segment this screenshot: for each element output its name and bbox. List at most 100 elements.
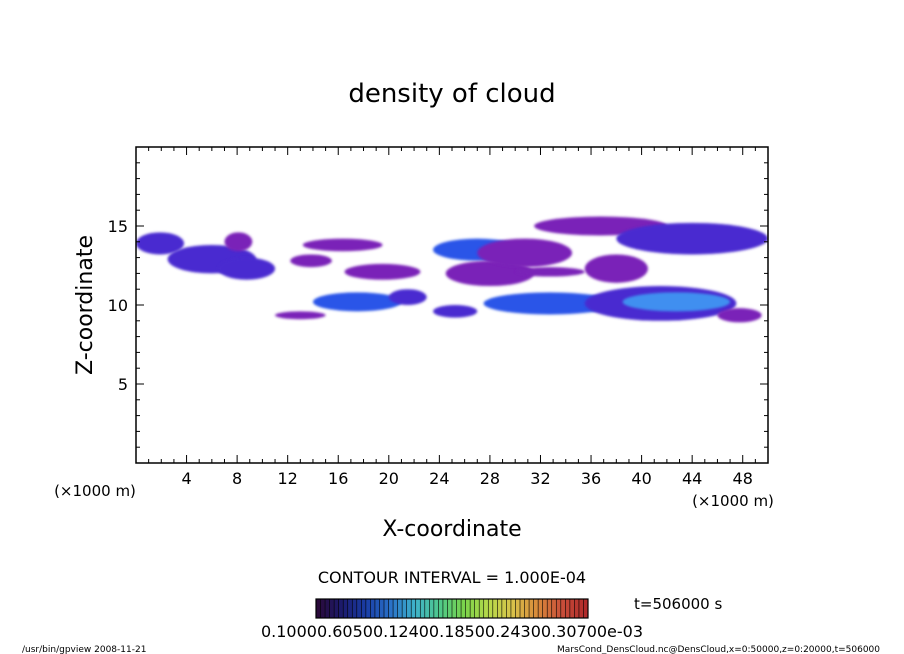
colorbar-cell [415,599,421,618]
colorbar-tick-labels: 0.10000.60500.12400.18500.24300.30700e-0… [261,622,643,641]
colorbar-cell [520,599,525,618]
colorbar-cell [370,599,376,618]
y-unit-label: (×1000 m) [54,482,136,500]
cloud-region-12 [515,267,585,277]
x-tick-label: 24 [429,469,449,488]
axis-ticks [136,147,768,463]
colorbar-cell [316,599,321,618]
x-tick-label: 28 [480,469,500,488]
cloud-region-0 [136,232,185,255]
colorbar-cell [578,599,584,618]
footer-left-text: /usr/bin/gpview 2008-11-21 [22,645,146,654]
colorbar-cell [388,599,394,618]
footer-right-text: MarsCond_DensCloud.nc@DensCloud,x=0:5000… [557,645,880,654]
colorbar-cell [433,599,439,618]
colorbar-cell [538,599,543,618]
cloud-region-15 [616,222,768,255]
colorbar-cell [352,599,358,618]
colorbar-cell [474,599,480,618]
colorbar-cell [452,599,457,618]
chart-title: density of cloud [348,79,555,109]
x-tick-label: 4 [181,469,191,488]
colorbar-cell [515,599,521,618]
colorbar-cell [470,599,475,618]
x-axis-label: X-coordinate [382,517,521,542]
cloud-region-6 [344,263,421,280]
colorbar-cell [384,599,389,618]
colorbar-frame [315,598,589,619]
cloud-region-11 [445,260,535,287]
colorbar-cell [547,599,553,618]
colorbar-cell [488,599,494,618]
colorbar-cell [565,599,571,618]
colorbar-cell [465,599,471,618]
cloud-region-2 [218,257,276,280]
colorbar-cell [411,599,417,618]
cloud-region-16 [584,254,648,283]
contour-interval-label: CONTOUR INTERVAL = 1.000E-04 [318,568,586,587]
x-tick-label: 16 [328,469,348,488]
colorbar-cell [524,599,530,618]
colorbar-cell [393,599,398,618]
colorbar-cell [497,599,503,618]
colorbar-cell [533,599,539,618]
colorbar-cell [420,599,426,618]
colorbar-cell [379,599,385,618]
colorbar-cell [442,599,448,618]
cloud-region-5 [302,238,383,252]
colorbar-cell [424,599,430,618]
colorbar-cell [483,599,489,618]
cloud-density-field [136,216,768,323]
colorbar-cell [574,599,580,618]
colorbar-cell [365,599,371,618]
colorbar-cell [560,599,566,618]
colorbar-cell [338,599,344,618]
cloud-region-4 [290,254,332,268]
colorbar-cell [334,599,339,618]
cloud-region-9 [275,311,326,320]
colorbar-cell [406,599,412,618]
colorbar-cell [320,599,326,618]
x-tick-label: 20 [379,469,399,488]
colorbar-cell [374,599,380,618]
colorbar-cell [569,599,575,618]
colorbar [315,599,589,618]
cloud-region-13 [477,238,573,268]
cloud-region-17 [433,305,478,318]
colorbar-cell [492,599,498,618]
y-tick-label: 15 [108,217,128,236]
colorbar-cell [397,599,403,618]
x-tick-label: 32 [530,469,550,488]
colorbar-cell [438,599,444,618]
cloud-region-8 [388,289,427,305]
colorbar-cell [542,599,548,618]
colorbar-cell [343,599,349,618]
colorbar-cell [456,599,462,618]
y-axis-label: Z-coordinate [73,235,98,375]
colorbar-cell [556,599,562,618]
x-tick-label: 12 [278,469,298,488]
colorbar-cell [461,599,466,618]
x-tick-label: 44 [682,469,702,488]
x-tick-label: 40 [631,469,651,488]
colorbar-cell [329,599,335,618]
x-tick-label: 8 [232,469,242,488]
colorbar-cell [325,599,330,618]
colorbar-cell [501,599,507,618]
x-tick-labels: 4 8 12 16 20 24 28 32 36 40 44 48 [181,469,752,488]
colorbar-cell [510,599,516,618]
colorbar-cell [429,599,435,618]
cloud-region-7 [312,292,402,312]
y-tick-label: 5 [118,375,128,394]
colorbar-cell [551,599,557,618]
x-unit-label: (×1000 m) [692,492,774,510]
y-tick-label: 10 [108,296,128,315]
x-tick-label: 48 [733,469,753,488]
time-label: t=506000 s [634,595,722,613]
colorbar-cell [361,599,367,618]
colorbar-cell [347,599,353,618]
cloud-region-20 [622,292,731,312]
colorbar-cell [583,599,589,618]
colorbar-cell [447,599,453,618]
